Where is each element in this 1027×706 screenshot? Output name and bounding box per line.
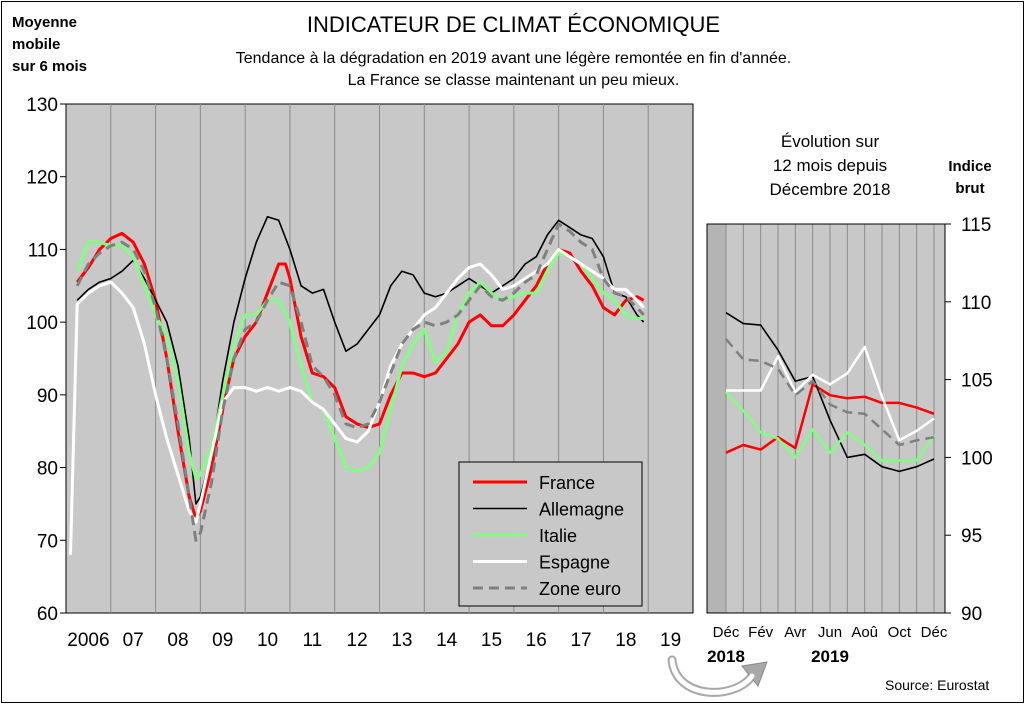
main-x-tick-label: 19 bbox=[660, 630, 681, 651]
left-axis-note-line: Moyenne bbox=[12, 14, 78, 31]
main-y-tick-label: 120 bbox=[26, 168, 58, 189]
inset-plot-area bbox=[706, 223, 946, 614]
main-x-tick-label: 09 bbox=[212, 630, 233, 651]
main-y-tick-label: 70 bbox=[37, 531, 58, 552]
inset-x-group-label: 2019 bbox=[811, 647, 849, 666]
main-x-tick-label: 12 bbox=[347, 630, 368, 651]
legend-label-allemagne: Allemagne bbox=[539, 500, 624, 520]
inset-x-tick-label: Déc bbox=[713, 624, 740, 641]
main-x-tick-label: 2006 bbox=[67, 630, 109, 651]
inset-plot-border bbox=[706, 223, 946, 614]
inset-x-tick-label: Aoû bbox=[851, 624, 878, 641]
main-x-tick-label: 17 bbox=[570, 630, 591, 651]
main-y-tick-label: 130 bbox=[26, 95, 58, 116]
main-x-tick-label: 18 bbox=[615, 630, 636, 651]
main-y-tick-label: 100 bbox=[26, 313, 58, 334]
main-x-tick-label: 16 bbox=[526, 630, 547, 651]
inset-title: Évolution sur 12 mois depuis Décembre 20… bbox=[730, 130, 930, 202]
inset-title-line: 12 mois depuis bbox=[772, 156, 888, 175]
inset-x-tick-label: Fév bbox=[748, 624, 774, 641]
main-x-tick-label: 08 bbox=[167, 630, 188, 651]
inset-y-tick-label: 115 bbox=[961, 215, 991, 236]
main-series-allemagne bbox=[76, 215, 645, 505]
legend-label-espagne: Espagne bbox=[539, 553, 610, 573]
right-axis-note-line: brut bbox=[955, 180, 985, 197]
legend-label-zone-euro: Zone euro bbox=[539, 579, 621, 599]
inset-title-line: Évolution sur bbox=[780, 132, 880, 151]
main-x-tick-label: 07 bbox=[123, 630, 144, 651]
right-axis-note: Indice brut bbox=[940, 156, 1000, 200]
inset-y-tick-label: 100 bbox=[961, 448, 993, 469]
chart-subtitle-line2: La France se classe maintenant un peu mi… bbox=[347, 72, 680, 89]
inset-x-group-label: 2018 bbox=[707, 647, 745, 666]
curved-arrow-inner-icon bbox=[669, 657, 755, 695]
inset-series-france bbox=[725, 383, 935, 454]
main-series-espagne bbox=[69, 247, 645, 555]
main-x-tick-label: 11 bbox=[302, 630, 322, 651]
main-x-tick-label: 14 bbox=[436, 630, 458, 651]
main-x-tick-label: 13 bbox=[391, 630, 412, 651]
left-axis-note-line: mobile bbox=[12, 36, 61, 53]
inset-2018-band bbox=[707, 224, 726, 613]
inset-y-tick-label: 105 bbox=[961, 371, 993, 392]
inset-series-espagne bbox=[726, 345, 935, 442]
inset-x-tick-label: Déc bbox=[921, 624, 948, 641]
inset-x-tick-label: Avr bbox=[784, 624, 806, 641]
main-y-tick-label: 110 bbox=[28, 240, 58, 261]
inset-y-tick-label: 95 bbox=[961, 526, 982, 547]
main-x-tick-label: 15 bbox=[481, 630, 502, 651]
inset-y-tick-label: 110 bbox=[961, 293, 991, 314]
inset-y-tick-label: 90 bbox=[961, 604, 982, 625]
main-y-tick-label: 60 bbox=[37, 604, 58, 625]
main-y-tick-label: 90 bbox=[37, 386, 58, 407]
inset-x-tick-label: Oct bbox=[888, 624, 912, 641]
main-y-tick-label: 80 bbox=[37, 459, 58, 480]
legend-label-france: France bbox=[539, 473, 595, 493]
inset-series-italie bbox=[725, 391, 936, 462]
inset-series-zone-euro bbox=[725, 338, 935, 447]
left-axis-note: Moyenne mobile sur 6 mois bbox=[12, 12, 87, 78]
main-series-italie bbox=[75, 240, 644, 480]
source-note: Source: Eurostat bbox=[885, 677, 990, 693]
inset-x-tick-label: Jun bbox=[818, 624, 842, 641]
inset-series-allemagne bbox=[725, 312, 935, 473]
right-axis-note-line: Indice bbox=[948, 158, 992, 175]
left-axis-note-line: sur 6 mois bbox=[12, 58, 88, 75]
main-series-zone-euro bbox=[75, 222, 645, 542]
legend-label-italie: Italie bbox=[539, 526, 577, 546]
chart-subtitle-line1: Tendance à la dégradation en 2019 avant … bbox=[235, 50, 792, 67]
main-x-tick-label: 10 bbox=[257, 630, 278, 651]
chart-title: INDICATEUR DE CLIMAT ÉCONOMIQUE bbox=[306, 12, 721, 37]
inset-title-line: Décembre 2018 bbox=[769, 180, 891, 199]
